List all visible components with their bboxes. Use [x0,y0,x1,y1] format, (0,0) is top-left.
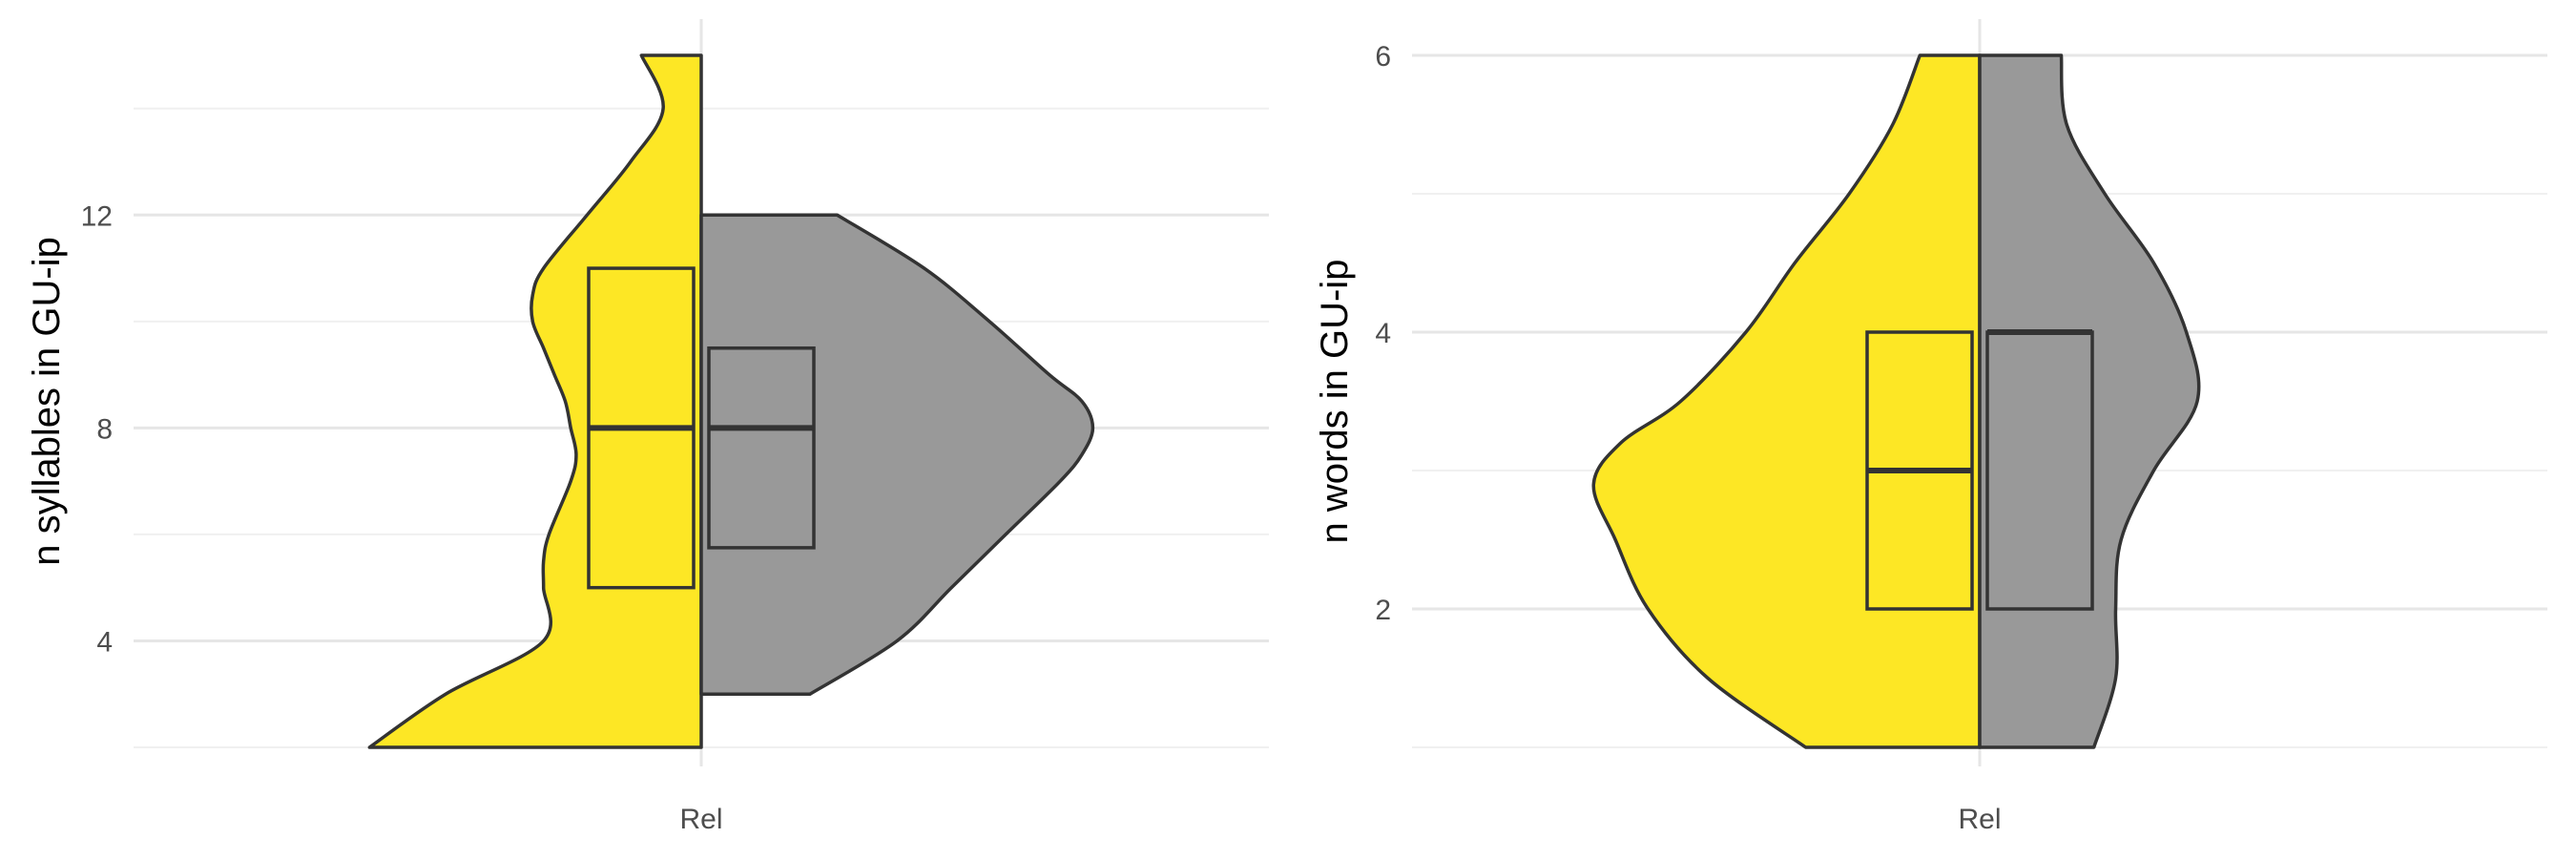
x-tick-label: Rel [1958,804,2001,835]
y-axis-title: n words in GU-ip [1314,260,1356,544]
violin-half-right [699,213,1095,696]
y-tick-label: 2 [1375,595,1391,626]
y-tick-label: 12 [81,200,113,232]
y-tick-label: 8 [96,413,113,445]
violin-half-left [1591,53,1982,749]
box-right [707,346,816,550]
y-tick-label: 4 [96,626,113,658]
panel-1: 4 8 12 Rel n syllables in GU-ip [26,19,1269,835]
x-tick-label: Rel [679,804,722,835]
violin-half-right [1978,53,2201,749]
panel-2: 2 4 6 Rel n words in GU-ip [1314,19,2547,835]
violin-half-left [367,53,703,749]
y-tick-label: 4 [1375,318,1391,349]
y-axis-title: n syllables in GU-ip [26,237,68,566]
y-tick-label: 6 [1375,41,1391,73]
